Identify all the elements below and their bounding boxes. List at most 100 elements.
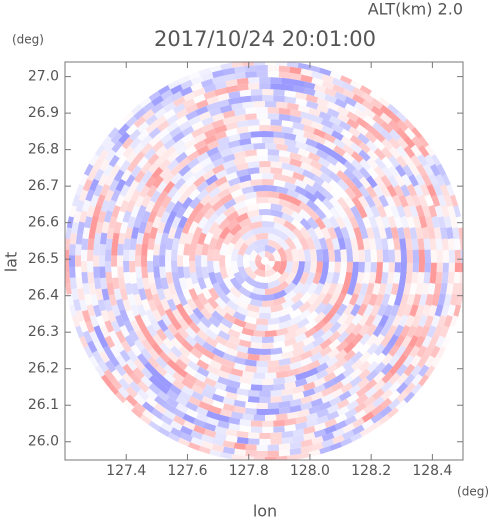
echo-cell [196, 445, 211, 455]
echo-cell [328, 321, 342, 335]
echo-cell [387, 354, 400, 368]
echo-cell [286, 188, 301, 199]
echo-cell [141, 169, 154, 183]
echo-cell [340, 261, 347, 274]
echo-cell [362, 272, 371, 286]
echo-cell [284, 181, 298, 192]
echo-cell [321, 292, 333, 307]
echo-cell [150, 341, 164, 356]
echo-cell [327, 396, 342, 408]
radar-field [65, 62, 463, 460]
echo-cell [309, 344, 323, 357]
echo-cell [396, 282, 406, 297]
echo-cell [159, 242, 167, 256]
echo-cell [257, 432, 271, 439]
echo-cell [342, 144, 356, 157]
echo-cell [433, 183, 444, 199]
echo-cell [396, 205, 407, 219]
echo-cell [412, 293, 422, 308]
echo-cell [408, 174, 420, 189]
echo-cell [357, 313, 370, 328]
echo-cell [145, 120, 160, 134]
echo-cell [325, 154, 340, 167]
echo-cell [426, 184, 438, 199]
echo-cell [190, 81, 205, 92]
echo-cell [196, 292, 209, 306]
echo-cell [282, 424, 297, 432]
echo-cell [423, 238, 431, 252]
echo-cell [273, 289, 287, 300]
echo-cell [309, 442, 324, 452]
x-axis-label: lon [253, 502, 277, 521]
echo-cell [394, 261, 402, 274]
echo-cell [126, 292, 136, 306]
echo-cell [65, 225, 73, 240]
echo-cell [456, 216, 463, 231]
echo-cell [233, 108, 248, 116]
echo-cell [278, 149, 292, 159]
echo-cell [191, 126, 205, 138]
echo-cell [317, 156, 332, 169]
echo-cell [392, 324, 405, 339]
echo-cell [241, 185, 255, 195]
echo-cell [325, 410, 340, 422]
echo-cell [214, 80, 229, 90]
echo-cell [163, 179, 176, 194]
echo-cell [380, 129, 395, 143]
echo-cell [142, 231, 151, 245]
echo-cell [133, 149, 147, 164]
echo-cell [165, 350, 180, 364]
echo-cell [166, 297, 178, 312]
echo-cell [388, 165, 401, 179]
echo-cell [277, 320, 292, 330]
echo-cell [381, 156, 394, 170]
echo-cell [188, 114, 203, 126]
echo-cell [211, 281, 223, 296]
echo-cell [253, 244, 266, 254]
echo-cell [264, 286, 278, 296]
echo-cell [278, 113, 293, 122]
echo-cell [174, 357, 188, 371]
echo-cell [309, 248, 318, 262]
echo-cell [236, 168, 250, 178]
echo-cell [175, 107, 190, 120]
echo-cell [364, 131, 379, 145]
echo-cell [77, 219, 86, 234]
echo-cell [299, 291, 312, 305]
echo-cell [417, 238, 425, 252]
echo-cell [92, 203, 103, 218]
echo-cell [350, 313, 363, 327]
echo-cell [170, 171, 184, 185]
echo-cell [384, 314, 396, 329]
echo-cell [230, 260, 240, 274]
echo-cell [68, 253, 76, 267]
echo-cell [226, 373, 241, 383]
echo-cell [270, 161, 284, 169]
echo-cell [294, 325, 308, 337]
echo-cell [155, 302, 167, 317]
echo-cell [254, 402, 268, 410]
echo-cell [296, 364, 311, 375]
echo-cell [168, 426, 183, 438]
echo-cell [174, 225, 184, 240]
echo-cell [225, 299, 239, 312]
echo-cell [198, 67, 213, 76]
echo-cell [329, 115, 344, 127]
echo-cell [182, 254, 190, 267]
echo-cell [328, 249, 336, 262]
echo-cell [97, 333, 109, 348]
echo-cell [166, 209, 178, 224]
echo-cell [265, 100, 278, 108]
echo-cell [270, 119, 284, 127]
echo-cell [303, 248, 312, 262]
echo-cell [185, 102, 200, 114]
echo-cell [166, 113, 181, 126]
echo-cell [73, 208, 82, 223]
echo-cell [269, 389, 283, 397]
echo-cell [377, 314, 389, 329]
echo-cell [340, 75, 354, 86]
echo-cell [417, 374, 429, 388]
echo-cell [138, 413, 152, 425]
echo-cell [364, 369, 379, 383]
echo-cell [250, 131, 264, 138]
